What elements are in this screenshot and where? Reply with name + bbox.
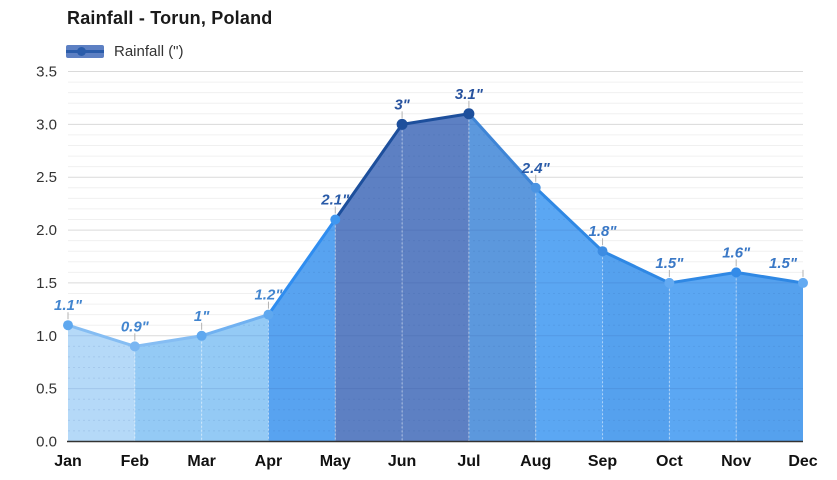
line-segment-mar-apr bbox=[200, 313, 270, 338]
point-label-mar: 1" bbox=[194, 308, 210, 325]
area-segment-jun-jul bbox=[402, 113, 469, 442]
area-segment-feb-mar bbox=[134, 335, 202, 442]
data-point-mar[interactable] bbox=[196, 330, 207, 341]
y-tick-label: 3.5 bbox=[36, 64, 57, 81]
area-segment-jul-aug bbox=[468, 113, 536, 442]
legend-item-rainfall[interactable]: Rainfall (") bbox=[66, 42, 184, 60]
x-tick-label-oct: Oct bbox=[656, 453, 683, 470]
x-tick-label-aug: Aug bbox=[520, 453, 551, 470]
area-segment-nov-dec bbox=[736, 272, 803, 442]
y-tick-label: 1.5 bbox=[36, 275, 57, 292]
x-tick-label-jan: Jan bbox=[54, 453, 82, 470]
point-label-nov: 1.6" bbox=[722, 244, 751, 261]
y-tick-label: 0.5 bbox=[36, 381, 57, 398]
data-point-may[interactable] bbox=[330, 214, 341, 225]
line-segment-aug-sep bbox=[534, 186, 605, 253]
area-segment-oct-nov bbox=[669, 272, 737, 442]
x-tick-label-may: May bbox=[320, 453, 351, 470]
line-segment-sep-oct bbox=[601, 249, 671, 285]
data-point-sep[interactable] bbox=[597, 246, 608, 257]
data-point-nov[interactable] bbox=[731, 267, 742, 278]
x-tick-label-feb: Feb bbox=[121, 453, 150, 470]
y-tick-label: 2.5 bbox=[36, 169, 57, 186]
data-point-aug[interactable] bbox=[530, 182, 541, 193]
line-segment-feb-mar bbox=[133, 334, 204, 348]
area-segment-sep-oct bbox=[602, 251, 670, 442]
point-label-jul: 3.1" bbox=[455, 86, 484, 103]
area-segment-mar-apr bbox=[201, 314, 269, 442]
line-segment-jan-feb bbox=[66, 323, 137, 348]
area-segment-apr-may bbox=[268, 219, 336, 442]
data-point-apr[interactable] bbox=[263, 309, 274, 320]
y-tick-label: 1.0 bbox=[36, 328, 57, 345]
y-tick-label: 3.0 bbox=[36, 116, 57, 133]
data-point-feb[interactable] bbox=[129, 341, 140, 352]
area-segment-aug-sep bbox=[535, 187, 603, 442]
data-point-jan[interactable] bbox=[63, 320, 73, 331]
line-segment-jul-aug bbox=[467, 112, 538, 190]
point-label-dec: 1.5" bbox=[769, 255, 798, 272]
data-point-jul[interactable] bbox=[463, 108, 475, 120]
line-segment-may-jun bbox=[333, 122, 404, 221]
legend-swatch-icon bbox=[66, 44, 104, 58]
x-tick-label-jul: Jul bbox=[457, 453, 480, 470]
legend-swatch-dot-icon bbox=[77, 46, 86, 56]
point-label-jan: 1.1" bbox=[54, 297, 83, 314]
line-segment-nov-dec bbox=[734, 270, 805, 285]
chart-title: Rainfall - Torun, Poland bbox=[67, 8, 273, 28]
line-segment-apr-may bbox=[266, 218, 337, 317]
data-point-oct[interactable] bbox=[664, 277, 675, 288]
area-segment-may-jun bbox=[335, 124, 403, 442]
line-segment-jun-jul bbox=[400, 112, 471, 126]
point-label-aug: 2.4" bbox=[521, 160, 551, 177]
y-tick-label: 2.0 bbox=[36, 222, 57, 239]
point-label-may: 2.1" bbox=[320, 192, 350, 209]
point-label-oct: 1.5" bbox=[655, 255, 684, 272]
x-tick-label-mar: Mar bbox=[187, 453, 215, 470]
x-tick-label-nov: Nov bbox=[721, 453, 751, 470]
legend-label: Rainfall (") bbox=[114, 42, 184, 60]
x-tick-label-sep: Sep bbox=[588, 453, 618, 470]
x-tick-label-jun: Jun bbox=[388, 453, 416, 470]
point-label-apr: 1.2" bbox=[254, 287, 283, 304]
line-segment-oct-nov bbox=[667, 270, 738, 285]
y-tick-label: 0.0 bbox=[36, 434, 57, 451]
point-label-feb: 0.9" bbox=[121, 318, 150, 335]
point-label-jun: 3" bbox=[394, 96, 410, 113]
x-tick-label-dec: Dec bbox=[788, 453, 817, 470]
data-point-jun[interactable] bbox=[396, 118, 408, 130]
x-tick-label-apr: Apr bbox=[255, 453, 283, 470]
area-segment-jan-feb bbox=[68, 325, 135, 442]
point-label-sep: 1.8" bbox=[589, 223, 618, 240]
data-point-dec[interactable] bbox=[798, 277, 808, 288]
